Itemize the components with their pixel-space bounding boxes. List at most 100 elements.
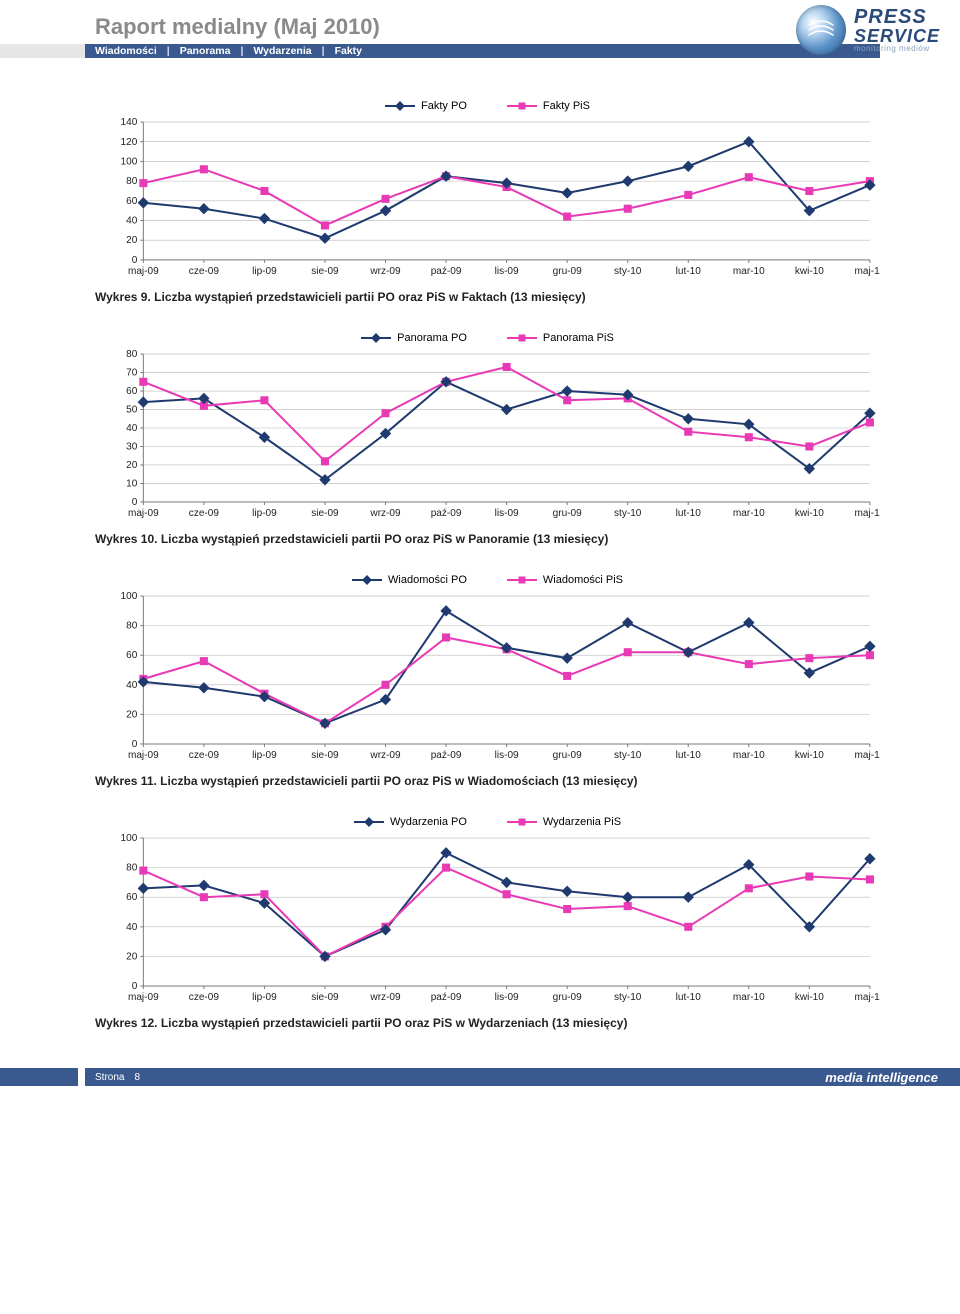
legend-pis-label: Wiadomości PiS: [543, 574, 623, 586]
page-label: Strona: [95, 1072, 124, 1083]
y-tick-label: 10: [126, 479, 138, 490]
y-tick-label: 20: [126, 952, 138, 963]
marker-pis: [866, 418, 874, 426]
chart-legend: Wiadomości PO Wiadomości PiS: [95, 574, 880, 586]
x-tick-label: paź-09: [431, 992, 462, 1003]
logo-text-2: SERVICE: [854, 27, 940, 45]
x-tick-label: wrz-09: [369, 750, 401, 761]
chart-wydarzenia: 020406080100maj-09cze-09lip-09sie-09wrz-…: [95, 832, 880, 1008]
x-tick-label: paź-09: [431, 508, 462, 519]
chart-fakty: 020406080100120140maj-09cze-09lip-09sie-…: [95, 116, 880, 282]
marker-pis: [260, 890, 268, 898]
x-tick-label: paź-09: [431, 266, 462, 277]
x-tick-label: maj-10: [855, 508, 880, 519]
y-tick-label: 20: [126, 460, 138, 471]
marker-po: [683, 892, 694, 903]
marker-pis: [563, 905, 571, 913]
x-tick-label: cze-09: [189, 266, 220, 277]
x-tick-label: lut-10: [676, 266, 702, 277]
chart-caption: Wykres 10. Liczba wystąpień przedstawici…: [95, 532, 880, 546]
y-tick-label: 30: [126, 442, 138, 453]
x-tick-label: sty-10: [614, 266, 642, 277]
marker-po: [198, 682, 209, 693]
marker-po: [319, 233, 330, 244]
y-tick-label: 80: [126, 176, 138, 187]
y-tick-label: 80: [126, 621, 138, 632]
chart-block-panorama: Panorama PO Panorama PiS 010203040506070…: [95, 332, 880, 546]
x-tick-label: kwi-10: [795, 508, 824, 519]
logo-text-1: PRESS: [854, 7, 940, 27]
page-footer: Strona 8 media intelligence: [0, 1060, 960, 1094]
legend-po-label: Wiadomości PO: [388, 574, 467, 586]
y-tick-label: 60: [126, 196, 138, 207]
x-tick-label: sie-09: [311, 266, 339, 277]
chart-caption: Wykres 12. Liczba wystąpień przedstawici…: [95, 1016, 880, 1030]
x-tick-label: maj-09: [128, 750, 159, 761]
y-tick-label: 40: [126, 922, 138, 933]
marker-pis: [805, 654, 813, 662]
y-tick-label: 70: [126, 368, 138, 379]
marker-pis: [684, 428, 692, 436]
y-tick-label: 50: [126, 405, 138, 416]
marker-pis: [321, 221, 329, 229]
marker-pis: [200, 893, 208, 901]
x-tick-label: gru-09: [553, 750, 582, 761]
x-tick-label: kwi-10: [795, 750, 824, 761]
x-tick-label: maj-10: [855, 992, 880, 1003]
marker-po: [622, 175, 633, 186]
x-tick-label: lut-10: [676, 750, 702, 761]
y-tick-label: 120: [121, 137, 138, 148]
marker-pis: [503, 890, 511, 898]
content-area: Fakty PO Fakty PiS 020406080100120140maj…: [0, 100, 960, 1030]
legend-po-label: Wydarzenia PO: [390, 816, 467, 828]
marker-pis: [805, 187, 813, 195]
legend-po: Panorama PO: [361, 332, 467, 344]
x-tick-label: lut-10: [676, 992, 702, 1003]
chart-block-wydarzenia: Wydarzenia PO Wydarzenia PiS 02040608010…: [95, 816, 880, 1030]
marker-pis: [381, 409, 389, 417]
marker-po: [440, 605, 451, 616]
marker-pis: [684, 191, 692, 199]
x-tick-label: lis-09: [495, 266, 519, 277]
logo-tagline: monitoring mediów: [854, 45, 940, 53]
x-tick-label: kwi-10: [795, 266, 824, 277]
y-tick-label: 0: [132, 739, 138, 750]
x-tick-label: lis-09: [495, 750, 519, 761]
legend-po-label: Panorama PO: [397, 332, 467, 344]
marker-pis: [563, 213, 571, 221]
x-tick-label: gru-09: [553, 266, 582, 277]
marker-pis: [381, 195, 389, 203]
x-tick-label: gru-09: [553, 992, 582, 1003]
marker-pis: [200, 165, 208, 173]
y-tick-label: 100: [121, 833, 138, 844]
y-tick-label: 60: [126, 386, 138, 397]
marker-po: [501, 877, 512, 888]
marker-pis: [381, 681, 389, 689]
marker-pis: [745, 885, 753, 893]
footer-brand: media intelligence: [825, 1070, 938, 1085]
marker-po: [380, 205, 391, 216]
y-tick-label: 100: [121, 156, 138, 167]
marker-pis: [745, 173, 753, 181]
x-tick-label: sty-10: [614, 992, 642, 1003]
marker-pis: [866, 651, 874, 659]
legend-po: Wydarzenia PO: [354, 816, 467, 828]
marker-po: [622, 892, 633, 903]
chart-wiadomosci: 020406080100maj-09cze-09lip-09sie-09wrz-…: [95, 590, 880, 766]
y-tick-label: 40: [126, 680, 138, 691]
marker-po: [138, 197, 149, 208]
marker-pis: [442, 634, 450, 642]
legend-pis-label: Wydarzenia PiS: [543, 816, 621, 828]
x-tick-label: cze-09: [189, 508, 220, 519]
marker-pis: [260, 396, 268, 404]
legend-pis: Panorama PiS: [507, 332, 614, 344]
x-tick-label: mar-10: [733, 992, 765, 1003]
legend-po: Wiadomości PO: [352, 574, 467, 586]
breadcrumb-item: Fakty: [335, 44, 362, 58]
brand-logo: PRESS SERVICE monitoring mediów: [796, 5, 940, 55]
marker-pis: [745, 660, 753, 668]
y-tick-label: 20: [126, 235, 138, 246]
x-tick-label: kwi-10: [795, 992, 824, 1003]
chart-legend: Wydarzenia PO Wydarzenia PiS: [95, 816, 880, 828]
chart-panorama: 01020304050607080maj-09cze-09lip-09sie-0…: [95, 348, 880, 524]
